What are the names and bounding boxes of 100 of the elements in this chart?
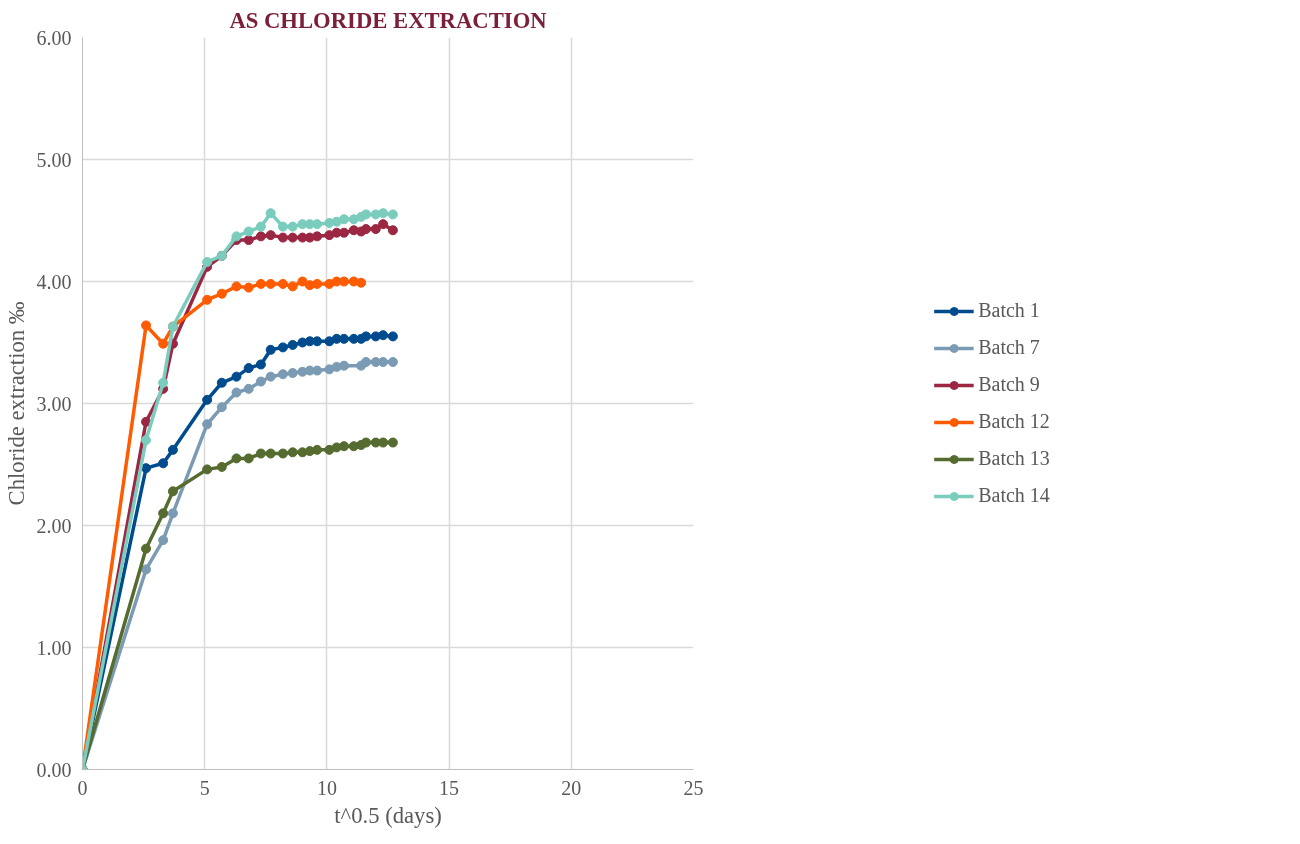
- y-tick-label: 6.00: [36, 26, 72, 49]
- point: [277, 221, 288, 232]
- point: [378, 219, 389, 230]
- point: [339, 276, 350, 287]
- point: [387, 437, 398, 448]
- point: [348, 214, 359, 225]
- point: [361, 437, 371, 448]
- point: [243, 235, 254, 246]
- chart-title: AS CHLORIDE EXTRACTION: [229, 7, 548, 33]
- point: [202, 419, 213, 430]
- point: [339, 227, 350, 238]
- point: [243, 282, 254, 293]
- point: [202, 294, 213, 305]
- point: [255, 278, 266, 289]
- point: [231, 231, 242, 242]
- x-tick-label: 5: [199, 776, 210, 799]
- point: [287, 281, 298, 292]
- point: [277, 278, 288, 289]
- point: [216, 288, 227, 299]
- point: [141, 435, 152, 446]
- y-tick-label: 2.00: [36, 514, 72, 537]
- point: [312, 444, 323, 455]
- point: [141, 320, 152, 331]
- point: [243, 363, 254, 374]
- point: [167, 508, 178, 519]
- point: [141, 564, 152, 575]
- point: [277, 369, 288, 380]
- point: [378, 208, 389, 219]
- legend-label: Batch 13: [978, 447, 1050, 470]
- point: [231, 387, 242, 398]
- point: [378, 437, 389, 448]
- point: [243, 453, 254, 464]
- point: [265, 371, 276, 382]
- point: [141, 463, 152, 474]
- point: [312, 219, 323, 230]
- point: [158, 508, 169, 519]
- point: [387, 209, 398, 220]
- x-tick-label: 10: [316, 776, 337, 799]
- point: [356, 277, 367, 288]
- point: [297, 276, 308, 287]
- x-tick-label: 0: [77, 776, 88, 799]
- y-tick-label: 0.00: [36, 758, 72, 781]
- point: [265, 448, 276, 459]
- legend-label: Batch 1: [978, 299, 1040, 322]
- point: [255, 376, 266, 387]
- point: [339, 360, 350, 371]
- point: [287, 447, 298, 458]
- point: [255, 231, 266, 242]
- point: [287, 232, 298, 243]
- point: [158, 458, 169, 469]
- x-tick-label: 25: [683, 776, 704, 799]
- point: [231, 281, 242, 292]
- point: [339, 441, 350, 452]
- x-tick-label: 20: [561, 776, 582, 799]
- point: [265, 278, 276, 289]
- point: [312, 365, 323, 376]
- point: [202, 256, 213, 267]
- point: [231, 371, 242, 382]
- point: [141, 543, 152, 554]
- point: [255, 448, 266, 459]
- point: [287, 221, 298, 232]
- point: [216, 402, 227, 413]
- point: [243, 226, 254, 237]
- point: [158, 535, 169, 546]
- point: [312, 278, 323, 289]
- point: [167, 444, 178, 455]
- point: [141, 416, 152, 427]
- point: [339, 333, 350, 344]
- legend-label: Batch 14: [978, 484, 1050, 507]
- point: [277, 232, 288, 243]
- point: [361, 357, 371, 368]
- x-axis-title: t^0.5 (days): [334, 802, 442, 828]
- y-axis-title: Chloride extraction ‰: [3, 301, 29, 506]
- point: [167, 486, 178, 497]
- x-tick-label: 15: [439, 776, 460, 799]
- y-tick-label: 4.00: [36, 270, 72, 293]
- point: [202, 394, 213, 405]
- point: [265, 208, 276, 219]
- point: [277, 342, 288, 353]
- point: [277, 448, 288, 459]
- y-tick-label: 1.00: [36, 636, 72, 659]
- point: [387, 225, 398, 236]
- point: [312, 336, 323, 347]
- point: [243, 383, 254, 394]
- point: [378, 357, 389, 368]
- point: [231, 453, 242, 464]
- point: [361, 224, 371, 235]
- point: [378, 330, 389, 341]
- point: [216, 377, 227, 388]
- point: [287, 339, 298, 350]
- legend-label: Batch 9: [978, 373, 1040, 396]
- point: [370, 224, 381, 235]
- point: [158, 377, 169, 388]
- point: [361, 209, 371, 220]
- y-tick-label: 3.00: [36, 392, 72, 415]
- point: [216, 461, 227, 472]
- point: [312, 231, 323, 242]
- legend-label: Batch 12: [978, 410, 1050, 433]
- point: [202, 464, 213, 475]
- point: [287, 368, 298, 378]
